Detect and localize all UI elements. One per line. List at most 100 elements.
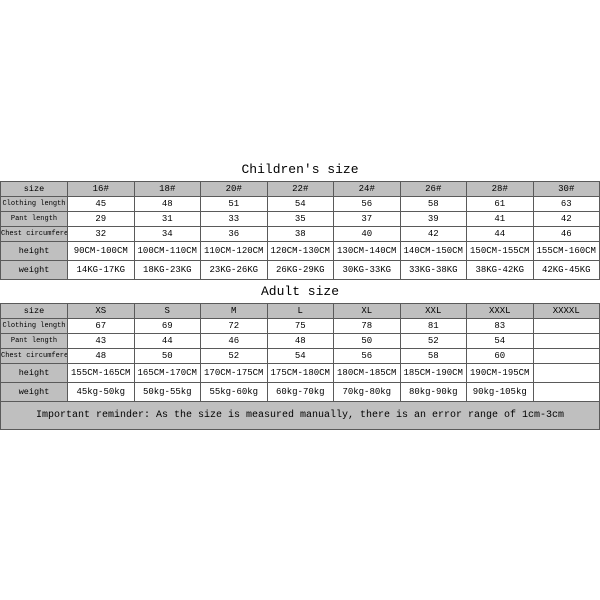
cell: 140CM-150CM xyxy=(400,242,467,261)
cell: 28# xyxy=(467,182,534,197)
cell: 30# xyxy=(533,182,600,197)
row-label-height: height xyxy=(1,242,68,261)
cell: XXXXL xyxy=(533,304,600,319)
cell: 52 xyxy=(400,334,467,349)
cell: 39 xyxy=(400,212,467,227)
cell: 31 xyxy=(134,212,201,227)
adult-table: size XS S M L XL XXL XXXL XXXXL Clothing… xyxy=(0,303,600,430)
children-title: Children's size xyxy=(0,158,600,181)
cell: 36 xyxy=(201,227,268,242)
cell: 75 xyxy=(267,319,334,334)
cell: 30KG-33KG xyxy=(334,261,401,280)
cell: 170CM-175CM xyxy=(201,364,268,383)
cell: 37 xyxy=(334,212,401,227)
cell: 45 xyxy=(68,197,135,212)
cell: 42KG-45KG xyxy=(533,261,600,280)
row-label-weight: weight xyxy=(1,383,68,402)
cell: 46 xyxy=(201,334,268,349)
cell: 22# xyxy=(267,182,334,197)
children-pant-length-row: Pant length 29 31 33 35 37 39 41 42 xyxy=(1,212,600,227)
children-weight-row: weight 14KG-17KG 18KG-23KG 23KG-26KG 26K… xyxy=(1,261,600,280)
adult-chest-row: Chest circumference 1/2 48 50 52 54 56 5… xyxy=(1,349,600,364)
cell: 58 xyxy=(400,349,467,364)
children-height-row: height 90CM-100CM 100CM-110CM 110CM-120C… xyxy=(1,242,600,261)
cell: 35 xyxy=(267,212,334,227)
cell: 34 xyxy=(134,227,201,242)
row-label-clothing-length: Clothing length xyxy=(1,319,68,334)
cell: 50 xyxy=(134,349,201,364)
cell xyxy=(533,364,600,383)
cell xyxy=(533,383,600,402)
cell: 60 xyxy=(467,349,534,364)
footer-row: Important reminder: As the size is measu… xyxy=(1,402,600,430)
cell: 58 xyxy=(400,197,467,212)
cell: 44 xyxy=(134,334,201,349)
cell: 100CM-110CM xyxy=(134,242,201,261)
cell xyxy=(533,334,600,349)
size-chart-page: Children's size size 16# 18# 20# 22# 24#… xyxy=(0,0,600,600)
cell: 110CM-120CM xyxy=(201,242,268,261)
row-label-pant-length: Pant length xyxy=(1,212,68,227)
cell: 155CM-165CM xyxy=(68,364,135,383)
adult-pant-length-row: Pant length 43 44 46 48 50 52 54 xyxy=(1,334,600,349)
cell: S xyxy=(134,304,201,319)
cell: 38 xyxy=(267,227,334,242)
cell: 26# xyxy=(400,182,467,197)
cell: 50kg-55kg xyxy=(134,383,201,402)
adult-weight-row: weight 45kg-50kg 50kg-55kg 55kg-60kg 60k… xyxy=(1,383,600,402)
row-label-chest: Chest circumference 1/2 xyxy=(1,349,68,364)
footer-note: Important reminder: As the size is measu… xyxy=(1,402,600,430)
cell: 54 xyxy=(467,334,534,349)
cell: 41 xyxy=(467,212,534,227)
cell: 50 xyxy=(334,334,401,349)
cell: 56 xyxy=(334,349,401,364)
cell: 48 xyxy=(134,197,201,212)
row-label-size: size xyxy=(1,182,68,197)
cell: 185CM-190CM xyxy=(400,364,467,383)
cell: M xyxy=(201,304,268,319)
cell: 24# xyxy=(334,182,401,197)
cell: 45kg-50kg xyxy=(68,383,135,402)
children-size-row: size 16# 18# 20# 22# 24# 26# 28# 30# xyxy=(1,182,600,197)
row-label-pant-length: Pant length xyxy=(1,334,68,349)
cell: XS xyxy=(68,304,135,319)
cell: 78 xyxy=(334,319,401,334)
row-label-chest: Chest circumference 1/2 xyxy=(1,227,68,242)
cell: 54 xyxy=(267,197,334,212)
cell: 33 xyxy=(201,212,268,227)
cell: 165CM-170CM xyxy=(134,364,201,383)
cell: 43 xyxy=(68,334,135,349)
cell: 83 xyxy=(467,319,534,334)
cell: 42 xyxy=(400,227,467,242)
cell xyxy=(533,319,600,334)
cell: L xyxy=(267,304,334,319)
row-label-size: size xyxy=(1,304,68,319)
cell: 90kg-105kg xyxy=(467,383,534,402)
cell: 155CM-160CM xyxy=(533,242,600,261)
cell: 14KG-17KG xyxy=(68,261,135,280)
cell: XL xyxy=(334,304,401,319)
cell: 60kg-70kg xyxy=(267,383,334,402)
cell: 29 xyxy=(68,212,135,227)
cell: 54 xyxy=(267,349,334,364)
cell: 44 xyxy=(467,227,534,242)
cell: 175CM-180CM xyxy=(267,364,334,383)
cell: 130CM-140CM xyxy=(334,242,401,261)
cell: 56 xyxy=(334,197,401,212)
row-label-height: height xyxy=(1,364,68,383)
adult-clothing-length-row: Clothing length 67 69 72 75 78 81 83 xyxy=(1,319,600,334)
adult-title: Adult size xyxy=(0,280,600,303)
cell: 150CM-155CM xyxy=(467,242,534,261)
adult-size-row: size XS S M L XL XXL XXXL XXXXL xyxy=(1,304,600,319)
cell xyxy=(533,349,600,364)
cell: 81 xyxy=(400,319,467,334)
cell: 90CM-100CM xyxy=(68,242,135,261)
row-label-clothing-length: Clothing length xyxy=(1,197,68,212)
cell: 38KG-42KG xyxy=(467,261,534,280)
cell: 23KG-26KG xyxy=(201,261,268,280)
cell: 52 xyxy=(201,349,268,364)
cell: 18KG-23KG xyxy=(134,261,201,280)
cell: 120CM-130CM xyxy=(267,242,334,261)
cell: 40 xyxy=(334,227,401,242)
cell: 18# xyxy=(134,182,201,197)
